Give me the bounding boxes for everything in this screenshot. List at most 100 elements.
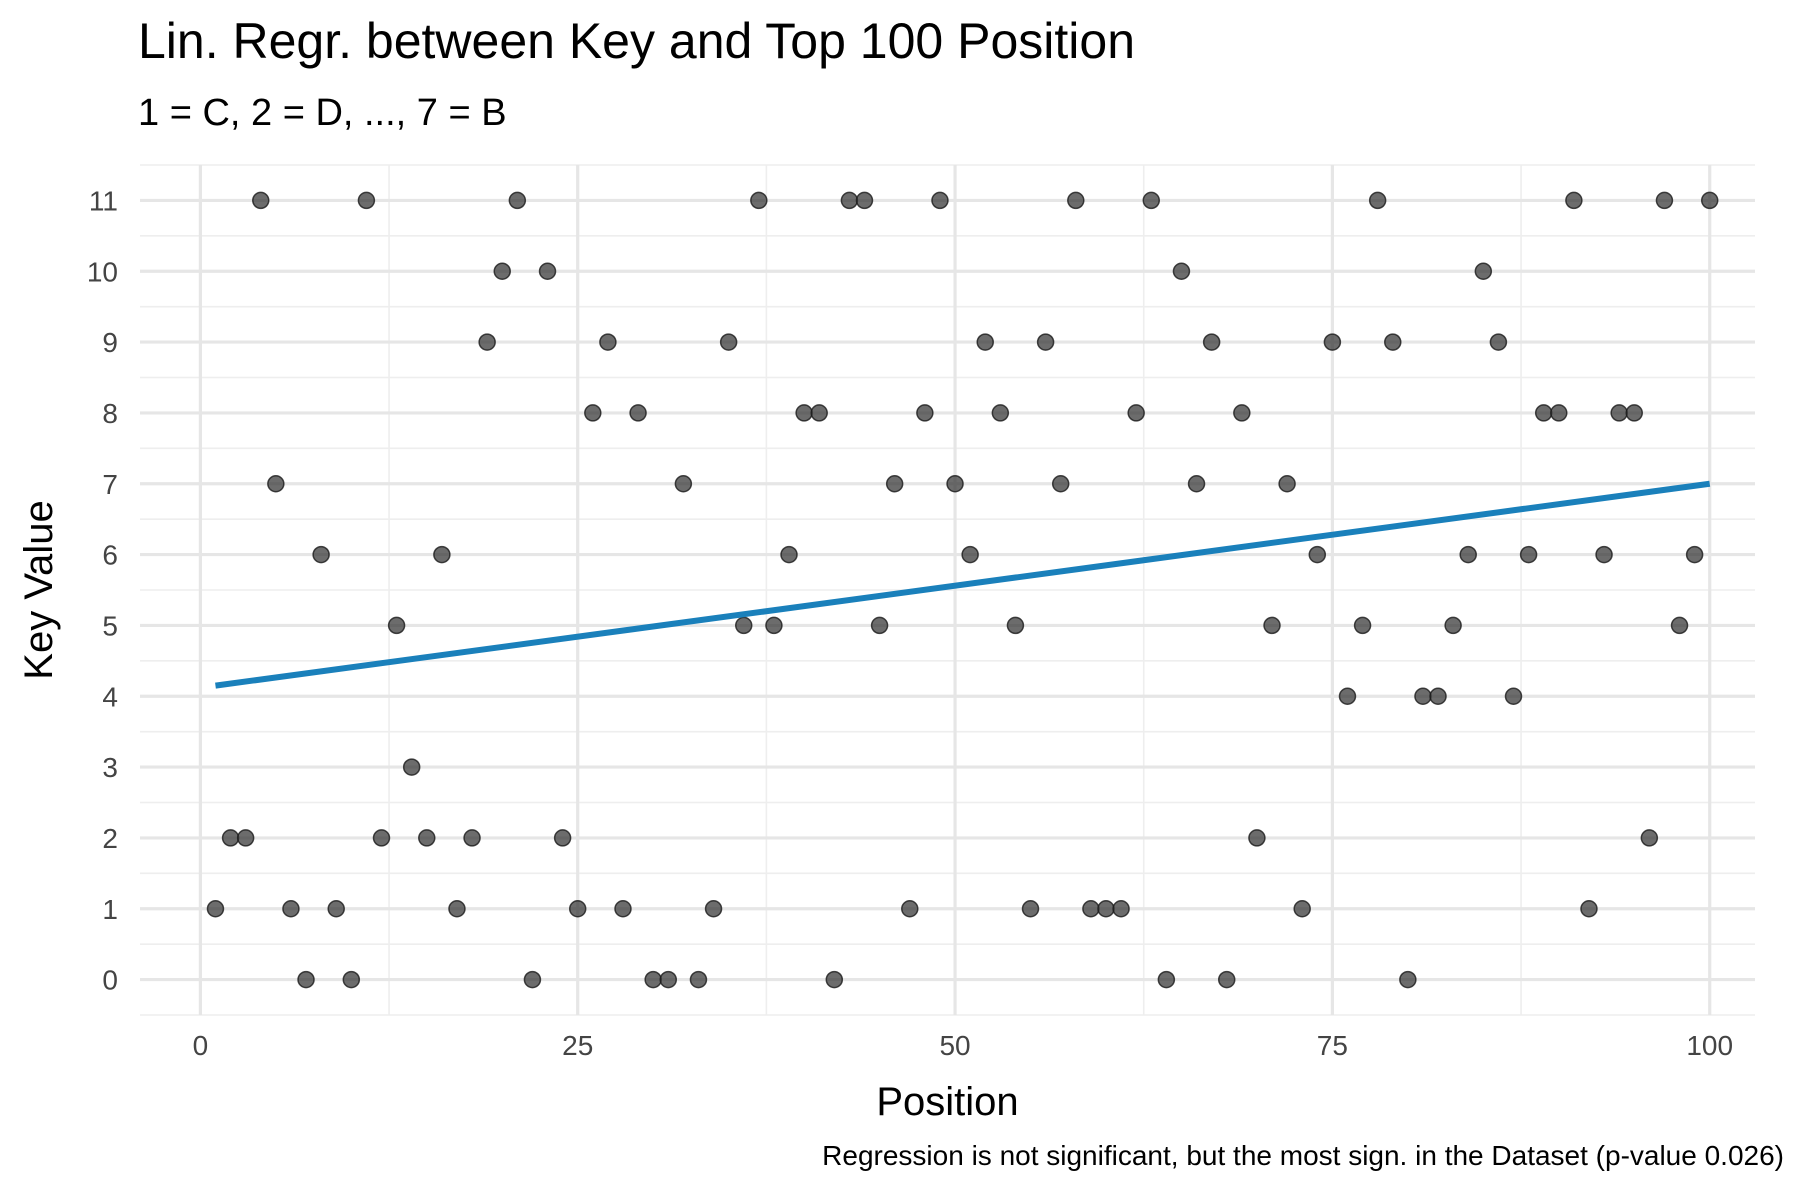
- data-point: [448, 900, 466, 918]
- data-point: [236, 829, 255, 847]
- data-point: [508, 191, 527, 210]
- x-tick-label: 100: [1686, 1030, 1733, 1061]
- data-point: [1625, 404, 1644, 422]
- chart-caption: Regression is not significant, but the m…: [822, 1140, 1784, 1171]
- data-point: [267, 475, 285, 493]
- data-point: [719, 333, 738, 351]
- data-point: [689, 970, 708, 989]
- data-point: [553, 829, 572, 847]
- data-point: [1399, 970, 1417, 989]
- data-point: [1097, 900, 1115, 918]
- y-tick-label: 10: [87, 256, 118, 287]
- y-tick-label: 0: [102, 965, 118, 996]
- data-point: [1580, 900, 1598, 918]
- data-point: [1550, 404, 1568, 422]
- data-point: [1610, 404, 1628, 422]
- y-tick-label: 2: [102, 823, 118, 854]
- data-point: [1082, 900, 1100, 918]
- data-point: [961, 545, 979, 564]
- y-tick-label: 6: [102, 540, 118, 571]
- y-tick-label: 8: [102, 398, 118, 429]
- minor-grid-y: [140, 164, 1755, 1016]
- data-point: [1474, 262, 1493, 280]
- data-point: [372, 829, 391, 847]
- data-point: [1051, 475, 1070, 493]
- data-point: [1338, 687, 1357, 705]
- y-tick-label: 5: [102, 610, 118, 641]
- data-point: [1248, 829, 1266, 847]
- data-point: [418, 829, 436, 847]
- data-point: [342, 970, 361, 989]
- data-point: [1565, 191, 1583, 210]
- data-point: [312, 545, 330, 564]
- data-point: [1685, 545, 1704, 564]
- data-point: [765, 616, 783, 635]
- data-point: [599, 333, 617, 351]
- data-point: [1595, 545, 1613, 564]
- data-point: [629, 404, 647, 422]
- data-point: [825, 970, 844, 989]
- data-point: [1217, 970, 1236, 989]
- data-point: [976, 333, 994, 351]
- regression-line: [215, 480, 1711, 689]
- data-point: [584, 404, 602, 422]
- data-point: [946, 475, 964, 493]
- data-point: [855, 191, 874, 210]
- y-tick-label: 3: [102, 752, 118, 783]
- data-point: [644, 970, 662, 989]
- data-point: [734, 616, 753, 635]
- x-tick-label: 50: [939, 1030, 970, 1061]
- data-points: [206, 191, 1719, 989]
- data-point: [221, 829, 240, 847]
- data-point: [704, 900, 723, 918]
- chart-title: Lin. Regr. between Key and Top 100 Posit…: [138, 13, 1135, 69]
- data-point: [523, 970, 542, 989]
- data-point: [1504, 687, 1523, 705]
- y-tick-label: 1: [102, 894, 118, 925]
- chart-subtitle: 1 = C, 2 = D, ..., 7 = B: [138, 92, 507, 134]
- data-point: [327, 900, 345, 918]
- data-point: [1519, 545, 1538, 564]
- y-tick-label: 4: [102, 681, 118, 712]
- data-point: [1700, 191, 1719, 210]
- data-point: [795, 404, 813, 422]
- data-point: [478, 333, 496, 351]
- y-tick-label: 11: [89, 185, 118, 216]
- data-point: [1459, 545, 1477, 564]
- x-tick-label: 25: [562, 1030, 593, 1061]
- y-axis-ticks: 0 1 2 3 4 5 6 7 8 9 10 11: [87, 185, 118, 995]
- data-point: [1308, 545, 1327, 564]
- data-point: [1157, 970, 1176, 989]
- data-point: [493, 262, 511, 280]
- data-point: [251, 191, 270, 210]
- data-point: [463, 829, 481, 847]
- y-tick-label: 7: [102, 469, 118, 500]
- data-point: [402, 758, 421, 776]
- data-point: [1127, 404, 1145, 422]
- data-point: [1202, 333, 1221, 351]
- data-point: [931, 191, 949, 210]
- major-grid-x: [198, 165, 1712, 1015]
- y-axis-title: Key Value: [17, 500, 61, 679]
- data-point: [1384, 333, 1402, 351]
- data-point: [1353, 616, 1372, 635]
- data-point: [991, 404, 1010, 422]
- data-point: [840, 191, 859, 210]
- data-point: [750, 191, 768, 210]
- data-point: [357, 191, 376, 210]
- data-point: [297, 970, 315, 989]
- data-point: [1172, 262, 1191, 280]
- data-point: [1021, 900, 1040, 918]
- data-point: [1187, 475, 1206, 493]
- data-point: [1489, 333, 1508, 351]
- data-point: [206, 900, 225, 918]
- data-point: [1444, 616, 1462, 635]
- data-point: [1067, 191, 1085, 210]
- data-point: [1534, 404, 1553, 422]
- data-point: [1368, 191, 1387, 210]
- data-point: [1414, 687, 1432, 705]
- data-point: [1112, 900, 1130, 918]
- data-point: [1323, 333, 1342, 351]
- data-point: [1655, 191, 1674, 210]
- data-point: [614, 900, 632, 918]
